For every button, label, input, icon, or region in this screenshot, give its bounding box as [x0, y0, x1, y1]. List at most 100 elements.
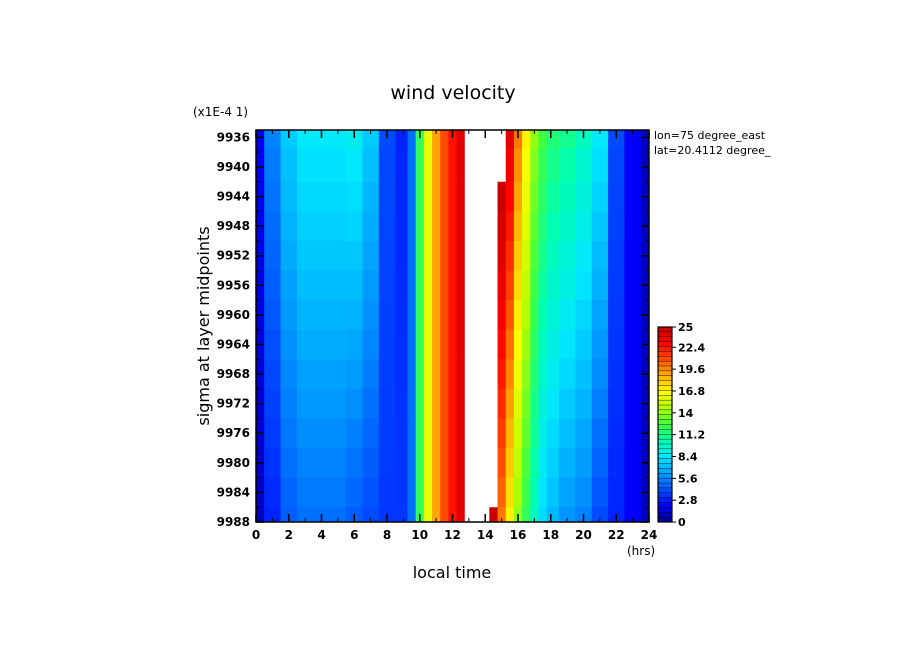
- heatmap-cell: [464, 240, 474, 272]
- heatmap-cell: [329, 270, 347, 301]
- heatmap-cell: [395, 418, 409, 449]
- y-tick-label: 9940: [217, 160, 250, 174]
- heatmap-cell: [624, 388, 642, 420]
- colorbar-band: [657, 326, 673, 333]
- heatmap-cell: [440, 388, 450, 420]
- y-scale-note: (x1E-4 1): [193, 105, 248, 119]
- heatmap-cell: [313, 418, 331, 449]
- heatmap-cell: [497, 130, 507, 150]
- heatmap-cell: [407, 240, 417, 272]
- heatmap-cell: [546, 388, 560, 420]
- heatmap-cell: [538, 181, 548, 212]
- heatmap-cell: [497, 359, 507, 390]
- colorbar-band: [657, 487, 673, 494]
- heatmap-cell: [608, 270, 626, 301]
- heatmap-cell: [513, 300, 523, 331]
- heatmap-cell: [415, 148, 425, 183]
- heatmap-cell: [440, 329, 450, 360]
- heatmap-cell: [329, 388, 347, 420]
- heatmap-cell: [432, 270, 441, 301]
- heatmap-cell: [497, 418, 507, 449]
- heatmap-cell: [395, 388, 409, 420]
- heatmap-cell: [489, 329, 499, 360]
- heatmap-cell: [530, 477, 540, 508]
- heatmap-cell: [591, 477, 609, 508]
- colorbar-tick-label: 8.4: [678, 450, 698, 463]
- heatmap-cell: [440, 240, 450, 272]
- heatmap-cell: [522, 240, 531, 272]
- y-tick-label: 9976: [217, 426, 250, 440]
- heatmap-cell: [575, 181, 593, 212]
- heatmap-cell: [591, 240, 609, 272]
- colorbar-band: [657, 507, 673, 513]
- heatmap-cell: [407, 148, 417, 183]
- heatmap-cell: [423, 211, 433, 242]
- heatmap-cell: [280, 359, 298, 390]
- heatmap-cell: [472, 507, 482, 522]
- x-tick-label: 16: [510, 528, 527, 542]
- heatmap-cell: [522, 211, 531, 242]
- heatmap-cell: [362, 418, 380, 449]
- heatmap-cell: [407, 448, 417, 479]
- colorbar-band: [657, 360, 673, 367]
- heatmap-cell: [378, 418, 396, 449]
- heatmap-cell: [256, 507, 265, 522]
- heatmap-cell: [640, 148, 649, 183]
- heatmap-cell: [558, 507, 576, 522]
- heatmap-cell: [497, 240, 507, 272]
- heatmap-cell: [395, 211, 409, 242]
- heatmap-cell: [546, 507, 560, 522]
- heatmap-cell: [489, 359, 499, 390]
- heatmap-cell: [432, 240, 441, 272]
- colorbar-band: [657, 395, 673, 401]
- heatmap-cell: [489, 270, 499, 301]
- heatmap-cell: [296, 240, 314, 272]
- colorbar-band: [657, 409, 673, 416]
- heatmap-cell: [264, 359, 282, 390]
- heatmap-cell: [546, 181, 560, 212]
- heatmap-cell: [513, 240, 523, 272]
- heatmap-cell: [538, 359, 548, 390]
- heatmap-cell: [522, 270, 531, 301]
- heatmap-cell: [456, 448, 466, 479]
- heatmap-cell: [481, 448, 490, 479]
- heatmap-cell: [415, 418, 425, 449]
- heatmap-cell: [522, 477, 531, 508]
- heatmap-cell: [464, 148, 474, 183]
- heatmap-cell: [296, 181, 314, 212]
- heatmap-cell: [513, 181, 523, 212]
- heatmap-cell: [264, 240, 282, 272]
- heatmap-cell: [513, 270, 523, 301]
- heatmap-cell: [280, 240, 298, 272]
- heatmap-cell: [407, 130, 417, 150]
- heatmap-cell: [407, 181, 417, 212]
- heatmap-cell: [513, 388, 523, 420]
- heatmap-cell: [522, 148, 531, 183]
- heatmap-cell: [472, 300, 482, 331]
- heatmap-cell: [472, 148, 482, 183]
- heatmap-cell: [575, 300, 593, 331]
- heatmap-cell: [415, 388, 425, 420]
- heatmap-cell: [624, 270, 642, 301]
- heatmap-cell: [464, 181, 474, 212]
- heatmap-cell: [624, 130, 642, 150]
- heatmap-cell: [346, 388, 364, 420]
- heatmap-cell: [440, 477, 450, 508]
- heatmap-cell: [395, 507, 409, 522]
- heatmap-cell: [415, 477, 425, 508]
- heatmap-cell: [440, 418, 450, 449]
- heatmap-cell: [624, 507, 642, 522]
- heatmap-cell: [407, 359, 417, 390]
- heatmap-cell: [456, 181, 466, 212]
- heatmap-cell: [481, 211, 490, 242]
- heatmap-cell: [296, 300, 314, 331]
- colorbar-tick-label: 5.6: [678, 472, 698, 485]
- heatmap-cell: [575, 448, 593, 479]
- heatmap-cell: [432, 148, 441, 183]
- heatmap-cell: [624, 359, 642, 390]
- colorbar-tick-label: 2.8: [678, 494, 698, 507]
- colorbar-tick-label: 0: [678, 516, 686, 529]
- heatmap-cell: [448, 130, 458, 150]
- colorbar-band: [657, 419, 673, 426]
- heatmap-cell: [575, 211, 593, 242]
